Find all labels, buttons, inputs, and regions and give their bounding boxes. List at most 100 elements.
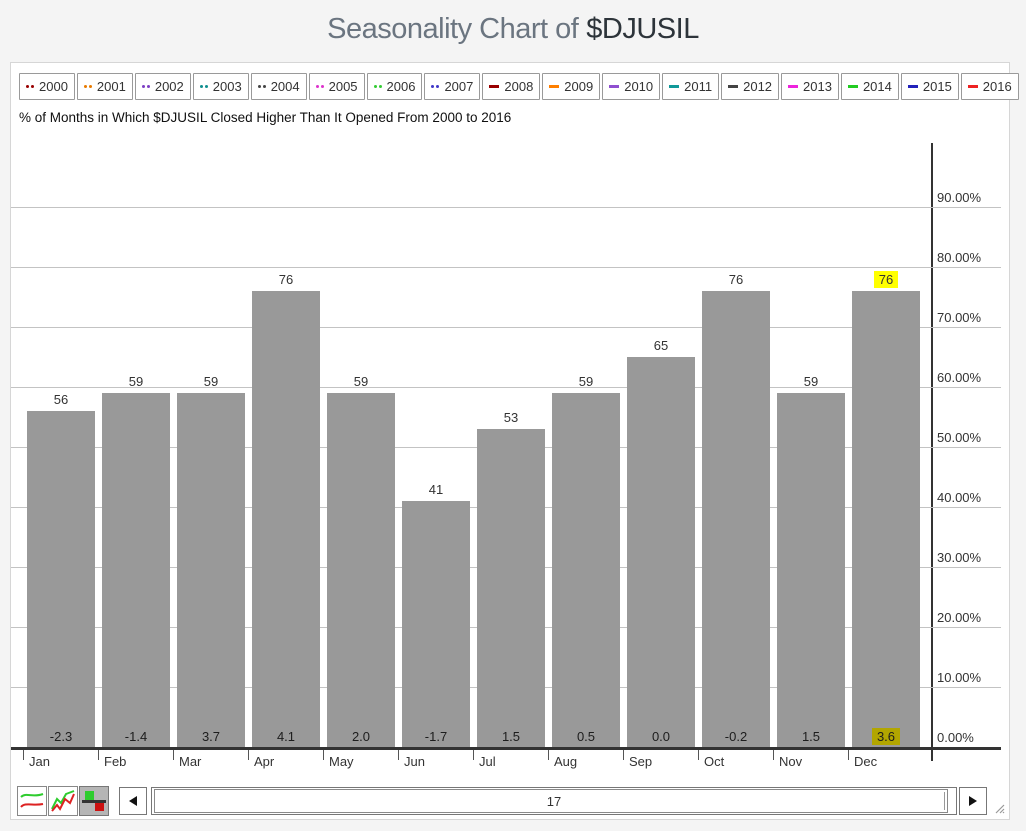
series-dot: [88, 85, 92, 88]
legend-year-2014[interactable]: 2014: [840, 73, 899, 100]
dotted-series-icon: [431, 85, 440, 88]
legend-year-label: 2008: [504, 79, 534, 94]
zigzag-mode-button[interactable]: [48, 786, 78, 816]
bar-may: [327, 393, 395, 747]
dotted-series-icon: [315, 85, 324, 88]
bar-mode-button[interactable]: [79, 786, 109, 816]
bar-value-label: 41: [428, 482, 444, 497]
bar-change-label: -1.7: [424, 729, 448, 744]
line-mode-button[interactable]: [17, 786, 47, 816]
month-tick: [773, 750, 774, 760]
month-label-apr: Apr: [254, 754, 275, 769]
y-tick-label: 80.00%: [937, 250, 982, 265]
bar-value-label: 56: [53, 392, 69, 407]
series-dot: [26, 85, 29, 88]
series-dash: [907, 85, 918, 88]
legend-year-label: 2000: [39, 79, 68, 94]
gridline-90: [11, 207, 1001, 208]
scroll-right-button[interactable]: [959, 787, 987, 815]
month-tick: [323, 750, 324, 760]
legend-year-2015[interactable]: 2015: [900, 73, 959, 100]
bar-sep: [627, 357, 695, 747]
month-label-may: May: [329, 754, 354, 769]
series-dot: [320, 85, 324, 88]
x-axis-line: [11, 747, 1001, 750]
bar-apr: [252, 291, 320, 747]
legend-year-label: 2002: [154, 79, 184, 94]
page-title-symbol: $DJUSIL: [586, 12, 699, 45]
bar-jun: [402, 501, 470, 747]
month-label-nov: Nov: [779, 754, 803, 769]
bar-value-label: 76: [728, 272, 744, 287]
bar-change-label: 0.0: [651, 729, 671, 744]
legend-year-2011[interactable]: 2011: [662, 73, 720, 100]
legend-year-2001[interactable]: 2001: [76, 73, 133, 100]
dotted-series-icon: [257, 85, 266, 88]
bar-dec: [852, 291, 920, 747]
legend-year-2008[interactable]: 2008: [482, 73, 541, 100]
bar-value-label: 59: [128, 374, 144, 389]
legend-year-2010[interactable]: 2010: [602, 73, 661, 100]
legend-year-2005[interactable]: 2005: [308, 73, 365, 100]
series-dot: [31, 85, 34, 88]
bar-aug: [552, 393, 620, 747]
month-label-mar: Mar: [179, 754, 202, 769]
bar-change-label: 1.5: [801, 729, 821, 744]
series-dot: [431, 85, 435, 88]
bar-change-label: 3.7: [201, 729, 221, 744]
legend-year-2007[interactable]: 2007: [424, 73, 481, 100]
dotted-series-icon: [199, 85, 208, 88]
series-dot: [378, 85, 382, 88]
resize-grip[interactable]: [992, 801, 1006, 815]
y-tick-label: 30.00%: [937, 550, 982, 565]
bar-mar: [177, 393, 245, 747]
series-dot: [436, 85, 440, 88]
legend-year-label: 2001: [96, 79, 126, 94]
legend-year-label: 2014: [862, 79, 892, 94]
month-tick: [698, 750, 699, 760]
legend-year-label: 2011: [684, 79, 713, 94]
dash-series-icon: [489, 85, 500, 88]
series-dash: [847, 85, 858, 88]
legend-year-2012[interactable]: 2012: [721, 73, 780, 100]
scrollbar-grip-icon: [944, 792, 945, 810]
scrollbar-thumb[interactable]: [154, 789, 948, 813]
y-tick-label: 90.00%: [937, 190, 982, 205]
highlighted-change-value: 3.6: [871, 728, 901, 745]
legend-year-label: 2012: [743, 79, 773, 94]
legend-year-2009[interactable]: 2009: [542, 73, 601, 100]
scrollbar-track[interactable]: 17: [151, 787, 957, 815]
y-tick-label: 0.00%: [937, 730, 974, 745]
legend-year-2006[interactable]: 2006: [366, 73, 423, 100]
y-tick-label: 40.00%: [937, 490, 982, 505]
series-dot: [146, 85, 150, 88]
legend-year-2002[interactable]: 2002: [134, 73, 191, 100]
month-tick: [98, 750, 99, 760]
bar-value-label: 76: [278, 272, 294, 287]
bar-change-label: -1.4: [124, 729, 148, 744]
month-label-aug: Aug: [554, 754, 578, 769]
month-label-oct: Oct: [704, 754, 725, 769]
y-tick-label: 60.00%: [937, 370, 982, 385]
legend-year-2000[interactable]: 2000: [19, 73, 75, 100]
legend-year-2003[interactable]: 2003: [192, 73, 249, 100]
legend-year-2004[interactable]: 2004: [250, 73, 307, 100]
scroll-left-button[interactable]: [119, 787, 147, 815]
legend-year-2016[interactable]: 2016: [960, 73, 1019, 100]
resize-grip-icon: [995, 804, 1005, 814]
bar-value-label: 59: [803, 374, 819, 389]
chart-subtitle: % of Months in Which $DJUSIL Closed High…: [19, 110, 512, 125]
series-dash: [728, 85, 739, 88]
bar-value-label: 53: [503, 410, 519, 425]
bar-jan: [27, 411, 95, 747]
highlighted-value: 76: [873, 271, 899, 288]
scroll-left-icon: [129, 796, 137, 806]
legend-year-label: 2003: [212, 79, 242, 94]
bar-change-label: -0.2: [724, 729, 748, 744]
dotted-series-icon: [373, 85, 382, 88]
month-tick: [473, 750, 474, 760]
legend-year-2013[interactable]: 2013: [781, 73, 839, 100]
bar-value-label: 59: [578, 374, 594, 389]
page-title-prefix: Seasonality Chart of: [327, 12, 579, 45]
bar-chart-icon: [82, 791, 106, 811]
